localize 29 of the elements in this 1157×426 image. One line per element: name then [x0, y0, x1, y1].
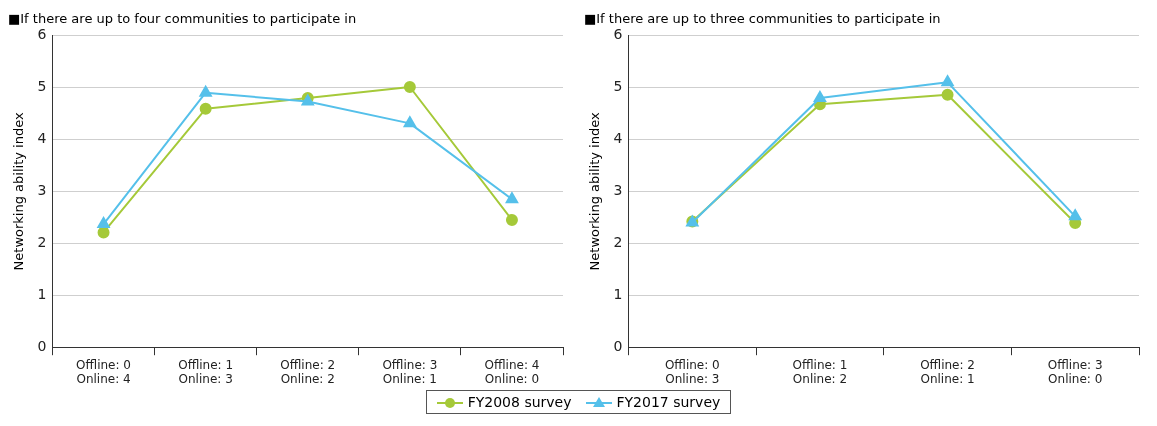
x-tick-label: Offline: 0 Online: 3	[664, 357, 720, 386]
y-tick-label: 1	[37, 285, 47, 302]
y-tick-label: 5	[37, 78, 47, 95]
chart-title: ■If there are up to three communities to participate in	[584, 11, 941, 27]
x-tick-label: Offline: 4 Online: 0	[484, 357, 540, 386]
x-tick-label: Offline: 3 Online: 0	[1047, 357, 1103, 386]
y-tick-label: 6	[37, 26, 47, 43]
x-tick-label: Offline: 1 Online: 2	[792, 357, 848, 386]
legend-label: FY2008 survey	[467, 394, 572, 410]
y-tick-label: 2	[37, 233, 47, 250]
x-tick-label: Offline: 2 Online: 2	[280, 357, 336, 386]
y-tick-label: 0	[37, 337, 47, 354]
x-tick-label: Offline: 0 Online: 4	[76, 357, 131, 386]
legend-label: FY2017 survey	[616, 394, 721, 410]
x-tick-label: Offline: 3 Online: 1	[382, 357, 438, 386]
y-tick-label: 4	[613, 130, 623, 147]
y-tick-label: 6	[613, 26, 623, 43]
y-tick-label: 0	[613, 337, 623, 354]
y-tick-label: 3	[613, 182, 623, 199]
y-tick-label: 3	[37, 182, 47, 199]
x-tick-label: Offline: 1 Online: 3	[178, 357, 234, 386]
y-tick-label: 2	[613, 233, 623, 250]
y-tick-label: 5	[613, 78, 623, 95]
y-axis-title: Networking ability index	[587, 112, 603, 271]
y-tick-label: 4	[37, 130, 47, 147]
x-tick-label: Offline: 2 Online: 1	[920, 357, 975, 386]
chart-title: ■If there are up to four communities to participate in	[8, 11, 357, 27]
y-tick-label: 1	[613, 285, 623, 302]
y-axis-title: Networking ability index	[11, 112, 27, 271]
